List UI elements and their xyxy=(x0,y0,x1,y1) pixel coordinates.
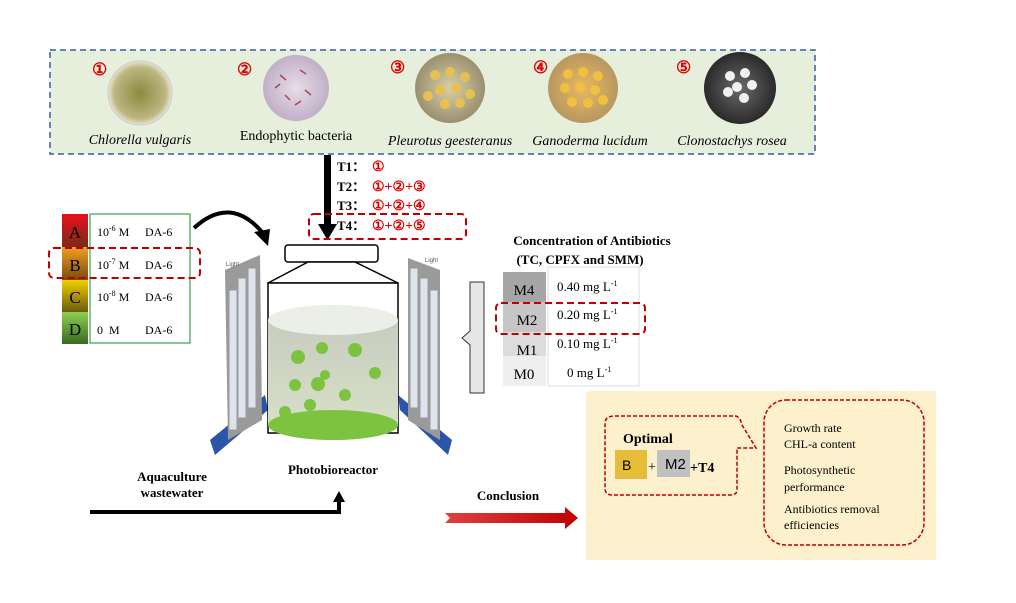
conclusion-label: Conclusion xyxy=(477,488,540,503)
pleurotus-dish-image xyxy=(415,53,485,123)
organism-number: ⑤ xyxy=(676,58,691,77)
hormone-agent: DA-6 xyxy=(145,258,172,272)
outcome-item: Growth rate xyxy=(784,421,842,435)
organism-5: ⑤ Clonostachys rosea xyxy=(676,52,787,149)
organism-name: Endophytic bacteria xyxy=(240,129,353,144)
organism-name: Pleurotus geesteranus xyxy=(387,134,513,149)
organism-number: ① xyxy=(92,60,107,79)
antibiotic-level: M4 xyxy=(514,283,535,299)
organism-4: ④ Ganoderma lucidum xyxy=(532,53,648,149)
hormone-agent: DA-6 xyxy=(145,323,172,337)
m2-highlight xyxy=(495,302,646,335)
bacteria-dish-image xyxy=(263,55,329,121)
optimal-callout xyxy=(604,415,758,496)
outcomes-list: Growth rate CHL-a content Photosynthetic… xyxy=(784,421,880,532)
outcome-item: Antibiotics removal xyxy=(784,502,880,516)
organism-1: ① Chlorella vulgaris xyxy=(89,60,192,148)
wastewater-arrow-icon xyxy=(90,491,345,514)
hormone-level: D xyxy=(69,320,81,339)
right-light-panel: Light xyxy=(398,258,452,455)
hormone-conc: 10-7 M xyxy=(97,257,130,272)
antibiotic-value: 0.40 mg L-1 xyxy=(557,279,617,294)
hormone-agent: DA-6 xyxy=(145,225,172,239)
light-label: Light xyxy=(226,262,239,268)
optimal-b: B xyxy=(622,457,631,473)
treatment-label: T2： xyxy=(337,179,365,194)
outcomes-box xyxy=(763,399,925,546)
optimal-m: M2 xyxy=(665,456,686,473)
organism-name: Clonostachys rosea xyxy=(677,134,787,149)
antibiotic-value: 0 mg L-1 xyxy=(567,365,611,380)
antibiotics-table: Concentration of Antibiotics (TC, CPFX a… xyxy=(503,233,671,387)
optimal-t: +T4 xyxy=(690,461,714,476)
organism-name: Chlorella vulgaris xyxy=(89,133,192,148)
wastewater-label: Aquaculture xyxy=(137,469,207,484)
antibiotics-subtitle: (TC, CPFX and SMM) xyxy=(516,252,643,267)
organism-number: ③ xyxy=(390,58,405,77)
bracket-arrow-icon xyxy=(461,281,485,394)
left-light-panel: Light xyxy=(210,255,268,455)
hormone-conc: 10-8 M xyxy=(97,289,130,304)
optimal-title: Optimal xyxy=(623,432,673,447)
treatment-label: T1： xyxy=(337,159,365,174)
treatment-combo: ①+②+⑤ xyxy=(372,219,426,234)
outcome-item: performance xyxy=(784,480,845,494)
optimal-b-box xyxy=(615,450,647,479)
hormone-level: B xyxy=(69,256,80,275)
organism-2: ② Endophytic bacteria xyxy=(237,55,353,144)
antibiotic-level: M0 xyxy=(514,367,535,383)
hormone-agent: DA-6 xyxy=(145,290,172,304)
organism-number: ④ xyxy=(533,58,548,77)
outcome-item: efficiencies xyxy=(784,518,839,532)
antibiotic-level: M1 xyxy=(517,343,538,359)
hormone-table: A B C D 10-6 M 10-7 M 10-8 M 0 M DA-6 DA… xyxy=(62,213,191,344)
treatment-label: T4： xyxy=(337,218,365,233)
photobioreactor: Photobioreactor xyxy=(267,244,399,477)
organism-name: Ganoderma lucidum xyxy=(532,134,648,149)
hormone-level: C xyxy=(69,288,80,307)
antibiotic-level: M2 xyxy=(517,313,538,329)
treatment-combo: ①+②+④ xyxy=(372,199,426,214)
down-arrow-icon xyxy=(318,155,337,240)
treatment-combo: ①+②+③ xyxy=(372,180,426,195)
hormone-level: A xyxy=(69,223,82,242)
wastewater-label: wastewater xyxy=(141,485,204,500)
optimal-plus: + xyxy=(648,460,656,475)
hormone-conc: 10-6 M xyxy=(97,224,130,239)
outcome-item: Photosynthetic xyxy=(784,463,855,477)
light-label: Light xyxy=(425,258,438,264)
treatment-list: T1： ① T2： ①+②+③ T3： ①+②+④ T4： ①+②+⑤ xyxy=(337,159,426,234)
optimal-m-box xyxy=(657,450,690,477)
curved-arrow-icon xyxy=(192,210,270,246)
b-highlight xyxy=(48,247,201,279)
antibiotic-value: 0.10 mg L-1 xyxy=(557,336,617,351)
conclusion-arrow-icon xyxy=(445,507,578,529)
reactor-label: Photobioreactor xyxy=(288,462,378,477)
hormone-conc: 0 M xyxy=(97,323,120,337)
organism-3: ③ Pleurotus geesteranus xyxy=(387,53,513,149)
outcome-item: CHL-a content xyxy=(784,437,856,451)
treatment-label: T3： xyxy=(337,198,365,213)
antibiotics-title: Concentration of Antibiotics xyxy=(513,233,670,248)
chlorella-dish-image xyxy=(107,60,173,126)
organism-number: ② xyxy=(237,60,252,79)
antibiotic-value: 0.20 mg L-1 xyxy=(557,307,617,322)
treatment-combo: ① xyxy=(372,160,385,175)
